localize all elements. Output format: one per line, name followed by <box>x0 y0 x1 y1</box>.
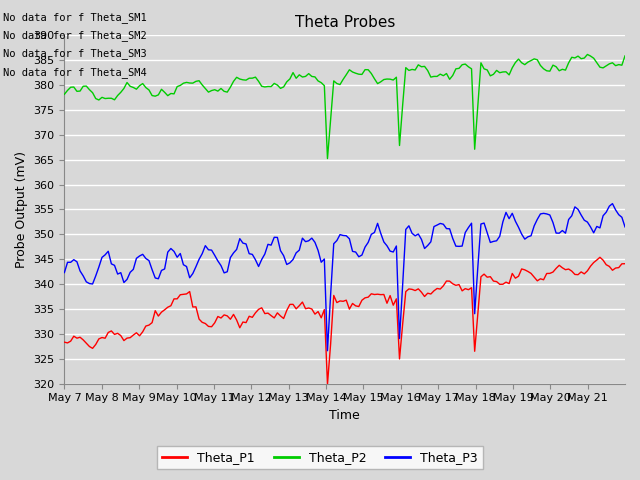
Theta_P2 <box>177 83 184 88</box>
Theta_P2 <box>584 51 591 57</box>
Theta_P3 <box>609 201 616 206</box>
Text: No data for f Theta_SM1: No data for f Theta_SM1 <box>3 12 147 23</box>
Theta_P3 <box>621 224 629 230</box>
Theta_P1 <box>177 292 184 298</box>
Line: Theta_P1: Theta_P1 <box>65 257 625 384</box>
Theta_P1 <box>273 310 281 316</box>
Theta_P2 <box>70 84 77 90</box>
Title: Theta Probes: Theta Probes <box>294 15 395 30</box>
Theta_P3 <box>70 257 77 263</box>
Theta_P2 <box>61 91 68 97</box>
Theta_P3 <box>61 270 68 276</box>
Y-axis label: Probe Output (mV): Probe Output (mV) <box>15 151 28 268</box>
Theta_P2 <box>324 156 332 161</box>
Line: Theta_P2: Theta_P2 <box>65 54 625 158</box>
Theta_P2 <box>621 53 629 59</box>
Theta_P3 <box>177 251 184 256</box>
Theta_P1 <box>621 261 629 266</box>
Theta_P2 <box>126 84 134 89</box>
X-axis label: Time: Time <box>330 409 360 422</box>
Theta_P2 <box>562 67 570 73</box>
Theta_P2 <box>609 60 616 66</box>
Legend: Theta_P1, Theta_P2, Theta_P3: Theta_P1, Theta_P2, Theta_P3 <box>157 446 483 469</box>
Theta_P2 <box>273 82 281 88</box>
Theta_P3 <box>324 348 332 354</box>
Theta_P1 <box>562 267 570 273</box>
Theta_P1 <box>609 267 616 273</box>
Text: No data for f Theta_SM2: No data for f Theta_SM2 <box>3 30 147 41</box>
Theta_P3 <box>605 204 613 209</box>
Theta_P1 <box>324 381 332 387</box>
Theta_P1 <box>61 339 68 345</box>
Theta_P3 <box>126 269 134 275</box>
Theta_P1 <box>70 333 77 339</box>
Line: Theta_P3: Theta_P3 <box>65 204 625 351</box>
Text: No data for f Theta_SM4: No data for f Theta_SM4 <box>3 67 147 78</box>
Theta_P3 <box>562 230 570 236</box>
Theta_P1 <box>126 335 134 340</box>
Theta_P3 <box>273 235 281 240</box>
Text: No data for f Theta_SM3: No data for f Theta_SM3 <box>3 48 147 60</box>
Theta_P1 <box>596 254 604 260</box>
